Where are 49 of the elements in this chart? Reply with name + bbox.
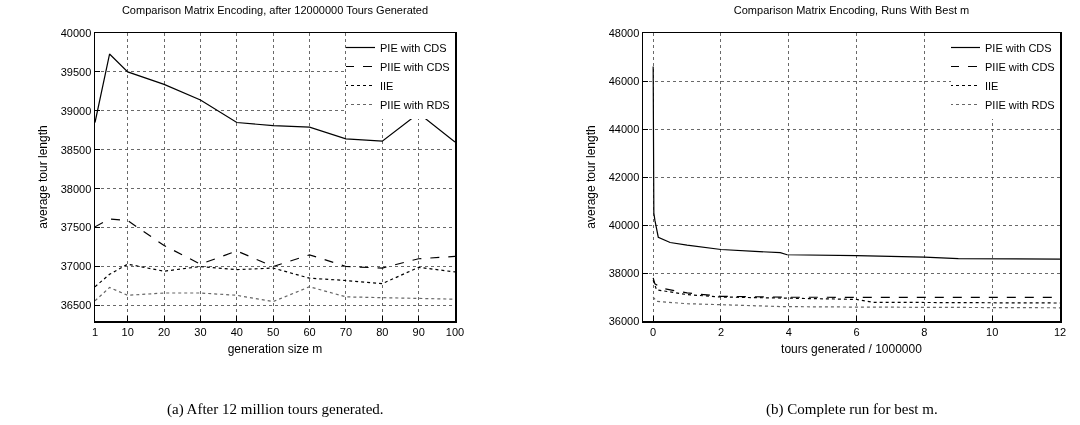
text: (a) After 12 million tours generated. [167,401,384,418]
legend-label: PIIE with RDS [985,98,1055,111]
x-tick-label: 2 [717,325,725,338]
x-tick-label: 8 [921,325,928,338]
legend-label: IIE [380,79,394,92]
chart-title: Comparison Matrix Encoding, after 12000000 Tours Generated [121,4,429,17]
x-tick-label: 1 [91,325,99,338]
legend-label: PIIE with CDS [985,60,1055,73]
x-tick-label: 10 [121,325,134,338]
x-tick-label: 0 [650,325,657,338]
x-tick-label: 60 [303,325,316,338]
legend-label: PIIE with RDS [380,98,450,111]
x-tick-label: 80 [376,325,389,338]
legend-label: PIIE with CDS [380,60,450,73]
y-tick-label: 44000 [608,122,640,135]
y-tick-label: 38000 [60,182,92,195]
y-tick-label: 42000 [608,170,640,183]
x-tick-label: 12 [1053,325,1067,338]
x-axis-title: generation size m [227,342,323,357]
x-axis-title: tours generated / 1000000 [781,342,923,357]
legend-label: PIE with CDS [380,41,447,54]
x-tick-label: 70 [339,325,353,338]
y-tick-label: 36500 [60,299,92,312]
y-axis-title: average tour length [36,125,51,229]
x-tick-label: 90 [412,325,425,338]
x-tick-label: 10 [986,325,999,338]
x-tick-label: 20 [157,325,171,338]
y-tick-label: 40000 [60,26,92,39]
y-tick-label: 37500 [60,221,92,234]
text: (b) Complete run for best m. [766,401,938,418]
x-tick-label: 40 [230,325,243,338]
y-axis-title: average tour length [584,125,599,229]
x-tick-label: 4 [785,325,792,338]
y-tick-label: 39500 [60,65,92,78]
x-tick-label: 6 [853,325,860,338]
y-tick-label: 37000 [60,260,92,273]
y-tick-label: 36000 [608,314,640,327]
y-tick-label: 39000 [60,104,92,117]
y-tick-label: 40000 [608,218,640,231]
x-tick-label: 30 [194,325,207,338]
x-tick-label: 50 [267,325,280,338]
y-tick-label: 38500 [60,143,92,156]
chart-title: Comparison Matrix Encoding, Runs With Best m [733,4,970,17]
x-tick-label: 100 [445,325,465,338]
legend-label: IIE [985,79,999,92]
y-tick-label: 38000 [608,266,640,279]
y-tick-label: 46000 [608,74,640,87]
legend-label: PIE with CDS [985,41,1052,54]
y-tick-label: 48000 [608,26,640,39]
